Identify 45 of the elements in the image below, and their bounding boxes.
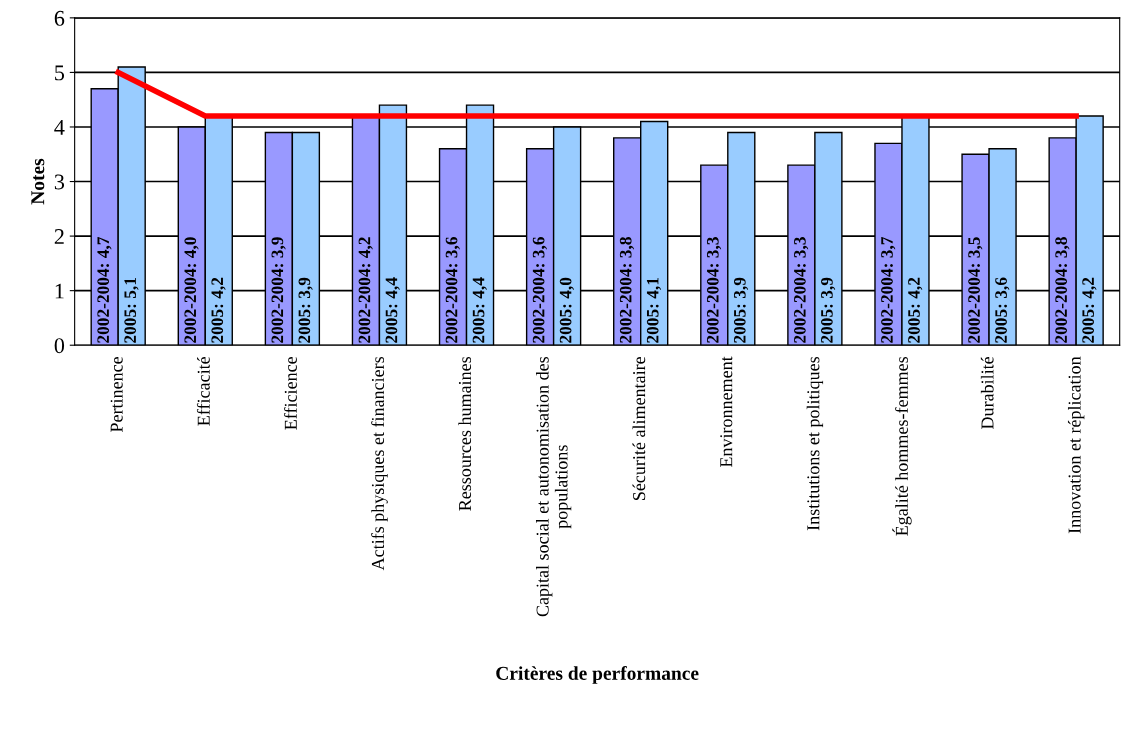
data-label: 2002-2004: 4,2	[358, 237, 373, 343]
y-tick-label: 3	[54, 174, 65, 190]
x-tick-label: Environnement	[720, 356, 733, 468]
data-label: 2005: 4,1	[646, 277, 662, 343]
data-label: 2005: 4,4	[472, 277, 487, 343]
data-label: 2005: 3,9	[298, 277, 313, 343]
y-tick-label: 5	[55, 65, 65, 81]
data-label: 2005: 3,9	[821, 277, 836, 343]
y-tick-label: 6	[54, 10, 65, 26]
data-label: 2005: 3,6	[995, 277, 1010, 343]
data-label: 2002-2004: 3,3	[794, 237, 809, 343]
data-label: 2002-2004: 3,7	[881, 236, 896, 343]
x-tick-label: Innovation et réplication	[1067, 356, 1085, 534]
x-tick-label: Efficacité	[196, 356, 210, 426]
data-label: 2002-2004: 3,8	[619, 237, 635, 343]
data-label: 2002-2004: 3,6	[532, 237, 547, 343]
y-axis-title: Notes	[31, 158, 45, 205]
data-label: 2002-2004: 4,7	[97, 236, 112, 343]
y-tick-label: 2	[54, 229, 64, 244]
y-tick-label: 0	[54, 338, 65, 354]
data-label: 2002-2004: 3,3	[706, 237, 722, 343]
data-label: 2005: 4,2	[1082, 277, 1097, 343]
data-label: 2002-2004: 3,6	[445, 237, 460, 343]
data-label: 2005: 4,2	[908, 277, 923, 343]
data-label: 2005: 4,0	[559, 277, 574, 343]
x-tick-label: Sécurité alimentaire	[632, 356, 646, 500]
data-label: 2002-2004: 3,5	[968, 237, 983, 343]
data-label: 2005: 5,1	[124, 277, 139, 343]
data-label: 2005: 3,9	[733, 277, 749, 343]
y-tick-label: 1	[55, 283, 64, 299]
x-tick-label: Durabilité	[980, 356, 994, 430]
x-tick-label: Capital social et autonomisation des populations	[536, 356, 572, 617]
data-label: 2002-2004: 4,0	[184, 237, 199, 343]
x-tick-label: Pertinence	[110, 356, 123, 433]
x-tick-label: Égalité hommes-femmes	[892, 356, 912, 536]
x-tick-label: Efficience	[283, 356, 297, 430]
data-label: 2002-2004: 3,9	[271, 237, 286, 343]
x-tick-label: Institutions et politiques	[806, 356, 824, 531]
y-tick-label: 4	[54, 120, 65, 135]
data-label: 2005: 4,2	[211, 277, 226, 343]
x-tick-label: Ressources humaines	[458, 356, 472, 511]
x-axis-title: Critères de performance	[496, 666, 699, 684]
data-label: 2005: 4,4	[385, 277, 400, 343]
x-tick-label: Actifs physiques et financiers	[371, 356, 388, 571]
data-label: 2002-2004: 3,8	[1055, 237, 1070, 343]
